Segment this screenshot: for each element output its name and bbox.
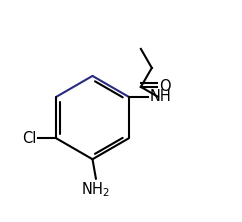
Text: NH: NH [149,89,171,104]
Text: NH$_2$: NH$_2$ [82,180,110,199]
Text: Cl: Cl [23,131,37,146]
Text: O: O [159,79,171,94]
